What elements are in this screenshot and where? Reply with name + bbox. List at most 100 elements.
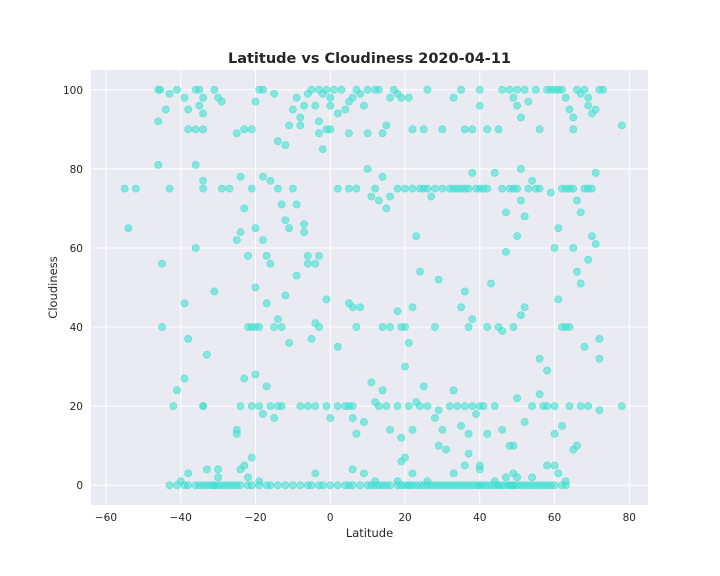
data-point	[401, 184, 409, 193]
data-point	[202, 465, 211, 474]
data-point	[449, 93, 458, 102]
data-point	[318, 145, 327, 153]
data-point	[210, 85, 219, 94]
data-point	[468, 315, 477, 324]
data-point	[445, 402, 454, 411]
data-point	[513, 394, 522, 403]
data-point	[363, 164, 372, 173]
data-point	[300, 101, 308, 110]
x-tick-label: 20	[398, 512, 411, 524]
data-point	[393, 477, 402, 486]
data-point	[266, 481, 275, 490]
data-point	[434, 275, 443, 284]
data-point	[262, 251, 271, 260]
data-point	[431, 184, 439, 193]
data-point	[202, 350, 211, 359]
data-point	[333, 481, 342, 490]
data-point	[363, 85, 372, 94]
data-point	[490, 477, 499, 486]
data-point	[374, 402, 383, 411]
data-point	[565, 402, 574, 411]
x-tick-label: −40	[170, 512, 192, 524]
data-point	[584, 101, 593, 110]
data-point	[244, 251, 252, 260]
data-point	[617, 121, 626, 130]
data-point	[550, 402, 559, 411]
data-point	[191, 125, 200, 134]
data-point	[543, 366, 551, 375]
data-point	[464, 429, 473, 438]
data-point	[535, 125, 544, 134]
data-point	[191, 161, 200, 169]
data-point	[569, 184, 578, 193]
data-point	[259, 410, 267, 418]
data-point	[363, 129, 372, 138]
data-point	[251, 224, 260, 233]
data-point	[464, 184, 473, 193]
y-tick-label: 100	[63, 85, 83, 97]
data-point	[300, 220, 308, 229]
data-point	[584, 402, 593, 411]
data-point	[315, 129, 323, 138]
data-point	[303, 251, 312, 260]
data-point	[457, 85, 465, 94]
data-point	[296, 402, 305, 411]
data-point	[576, 402, 585, 411]
data-point	[199, 176, 208, 185]
data-point	[330, 85, 338, 94]
data-point	[382, 402, 391, 411]
data-point	[240, 125, 249, 134]
data-point	[266, 402, 275, 411]
data-point	[408, 184, 417, 193]
data-point	[378, 386, 387, 395]
data-point	[191, 244, 200, 252]
data-point	[337, 85, 346, 94]
data-point	[517, 196, 525, 205]
data-point	[393, 307, 402, 316]
data-point	[472, 410, 480, 418]
data-point	[528, 473, 537, 482]
data-point	[359, 418, 368, 426]
data-point	[561, 93, 570, 102]
data-point	[475, 85, 484, 94]
data-point	[576, 208, 585, 217]
data-point	[457, 303, 465, 312]
data-point	[460, 461, 469, 470]
x-tick-labels: −60 −40 −20 0 20 40 60 80	[95, 512, 636, 524]
x-tick-label: 60	[548, 512, 561, 524]
data-point	[214, 465, 222, 474]
data-point	[588, 184, 596, 193]
data-point	[311, 402, 320, 411]
data-point	[232, 129, 241, 138]
data-point	[244, 473, 252, 482]
data-point	[483, 323, 492, 331]
data-point	[423, 85, 432, 94]
data-point	[315, 117, 323, 126]
data-point	[404, 93, 413, 102]
data-point	[322, 295, 331, 304]
data-point	[345, 481, 353, 490]
data-point	[285, 224, 294, 233]
data-point	[307, 335, 316, 343]
data-point	[199, 184, 208, 193]
data-point	[520, 85, 529, 94]
data-point	[531, 85, 540, 94]
data-point	[517, 113, 525, 122]
data-point	[195, 85, 204, 94]
data-point	[505, 85, 514, 94]
data-point	[550, 244, 559, 252]
data-point	[173, 386, 181, 395]
data-point	[296, 113, 305, 122]
data-point	[416, 267, 424, 276]
data-point	[131, 184, 140, 193]
data-point	[232, 236, 241, 244]
data-point	[513, 184, 522, 193]
data-point	[292, 271, 301, 280]
data-point	[498, 327, 507, 335]
data-point	[292, 93, 301, 102]
data-point	[236, 465, 245, 474]
data-point	[554, 295, 563, 304]
data-point	[449, 386, 458, 395]
data-point	[176, 477, 185, 486]
data-point	[345, 184, 353, 193]
